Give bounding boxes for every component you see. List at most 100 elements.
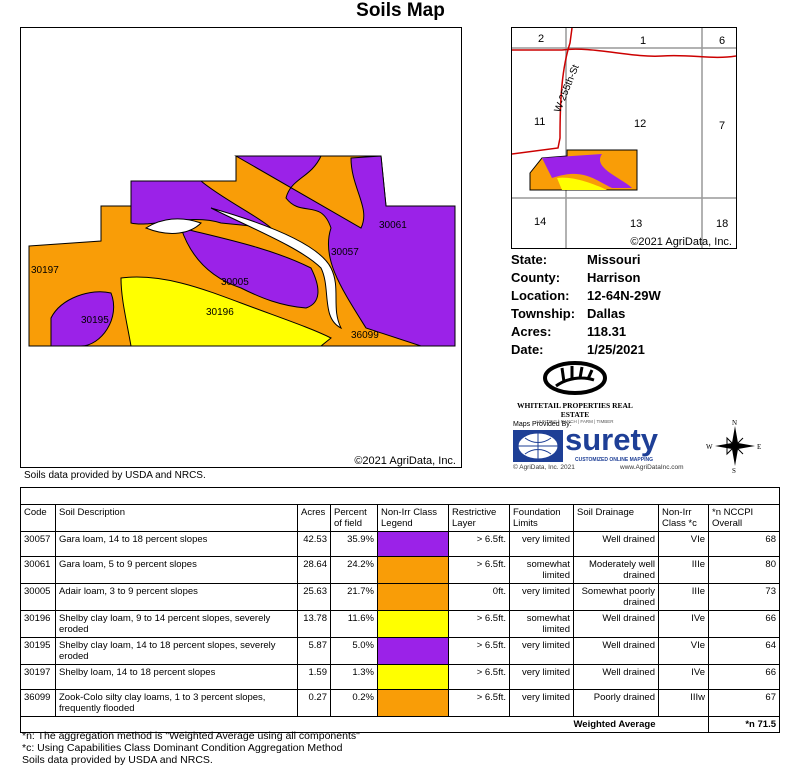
info-value: 1/25/2021 — [587, 342, 645, 357]
col-header: Foundation Limits — [509, 504, 574, 532]
cell-acres: 0.27 — [297, 689, 331, 717]
cell-nccpi: 66 — [708, 610, 780, 638]
road-label: W-255th-St — [553, 63, 582, 114]
cell-code: 30196 — [20, 610, 56, 638]
weighted-average-row: Weighted Average *n 71.5 — [20, 716, 780, 733]
surety-tagline: CUSTOMIZED ONLINE MAPPING — [575, 457, 653, 463]
cell-desc: Gara loam, 5 to 9 percent slopes — [55, 556, 298, 584]
cell-code: 30005 — [20, 583, 56, 611]
cell-found: somewhat limited — [509, 610, 574, 638]
cell-desc: Adair loam, 3 to 9 percent slopes — [55, 583, 298, 611]
cell-desc: Shelby loam, 14 to 18 percent slopes — [55, 664, 298, 690]
table-row: 36099 Zook-Colo silty clay loams, 1 to 3 … — [20, 689, 780, 717]
section-label: 11 — [534, 116, 545, 128]
cell-nccpi: 64 — [708, 637, 780, 665]
cell-nccpi: 66 — [708, 664, 780, 690]
cell-cls: IVe — [658, 610, 709, 638]
location-inset-map[interactable]: 2 1 6 11 12 7 14 13 18 W-255th-St ©2021 … — [511, 27, 737, 249]
cell-desc: Gara loam, 14 to 18 percent slopes — [55, 531, 298, 557]
cell-layer: > 6.5ft. — [448, 637, 510, 665]
cell-acres: 13.78 — [297, 610, 331, 638]
section-label: 6 — [719, 35, 725, 47]
footnote: Soils data provided by USDA and NRCS. — [22, 754, 213, 766]
col-header: Non-Irr Class Legend — [377, 504, 449, 532]
info-label: Location: — [511, 288, 570, 303]
cell-cls: IIIw — [658, 689, 709, 717]
cell-nccpi: 67 — [708, 689, 780, 717]
cell-code: 30195 — [20, 637, 56, 665]
cell-drain: Well drained — [573, 664, 659, 690]
class-legend-swatch — [377, 531, 449, 557]
cell-pct: 11.6% — [330, 610, 378, 638]
class-legend-swatch — [377, 556, 449, 584]
map-label: 30196 — [206, 307, 234, 318]
table-row: 30196 Shelby clay loam, 9 to 14 percent s… — [20, 610, 780, 638]
class-legend-swatch — [377, 664, 449, 690]
cell-drain: Moderately well drained — [573, 556, 659, 584]
surety-name: surety — [565, 422, 659, 457]
cell-code: 30057 — [20, 531, 56, 557]
col-header: Restrictive Layer — [448, 504, 510, 532]
table-row: 30005 Adair loam, 3 to 9 percent slopes 25… — [20, 583, 780, 611]
weighted-average-value: *n 71.5 — [708, 716, 780, 733]
maps-provided-by: Maps Provided By: — [513, 421, 572, 428]
section-label: 13 — [630, 218, 642, 230]
cell-cls: IIIe — [658, 583, 709, 611]
footnote: *c: Using Capabilities Class Dominant Co… — [22, 742, 343, 754]
cell-drain: Somewhat poorly drained — [573, 583, 659, 611]
cell-layer: > 6.5ft. — [448, 610, 510, 638]
class-legend-swatch — [377, 689, 449, 717]
col-header: Acres — [297, 504, 331, 532]
svg-text:W: W — [706, 443, 713, 451]
footnotes: *n: The aggregation method is "Weighted … — [22, 730, 360, 766]
cell-pct: 1.3% — [330, 664, 378, 690]
section-label: 7 — [719, 120, 725, 132]
whitetail-tagline: HUNTING | RANCH | FARM | TIMBER — [536, 419, 614, 424]
cell-acres: 25.63 — [297, 583, 331, 611]
info-value: 118.31 — [587, 324, 627, 339]
cell-acres: 5.87 — [297, 637, 331, 665]
cell-drain: Well drained — [573, 610, 659, 638]
info-label: Township: — [511, 306, 576, 321]
compass-rose: N S E W — [705, 418, 765, 475]
cell-found: very limited — [509, 531, 574, 557]
cell-layer: > 6.5ft. — [448, 531, 510, 557]
cell-layer: > 6.5ft. — [448, 664, 510, 690]
info-label: Date: — [511, 342, 544, 357]
soils-map[interactable]: 30197 30195 30005 30196 30057 30061 3609… — [20, 27, 462, 468]
info-value: Dallas — [587, 306, 626, 321]
cell-layer: 0ft. — [448, 583, 510, 611]
col-header: Percent of field — [330, 504, 378, 532]
cell-found: very limited — [509, 583, 574, 611]
weighted-average-label: Weighted Average — [20, 716, 659, 733]
agridata-credit: © AgriData, Inc. 2021 — [513, 464, 575, 471]
source-note: Soils data provided by USDA and NRCS. — [24, 470, 206, 481]
cell-desc: Zook-Colo silty clay loams, 1 to 3 perce… — [55, 689, 298, 717]
info-value: Harrison — [587, 270, 641, 285]
cell-nccpi: 68 — [708, 531, 780, 557]
cell-pct: 21.7% — [330, 583, 378, 611]
svg-text:E: E — [757, 443, 761, 451]
section-label: 14 — [534, 216, 546, 228]
agridata-website: www.AgriDataInc.com — [620, 464, 684, 471]
map-label: 30061 — [379, 220, 407, 231]
svg-text:S: S — [732, 467, 736, 473]
svg-text:N: N — [732, 419, 737, 427]
cell-nccpi: 80 — [708, 556, 780, 584]
info-value: Missouri — [587, 252, 641, 267]
cell-nccpi: 73 — [708, 583, 780, 611]
whitetail-logo: WHITETAIL PROPERTIES REAL ESTATE HUNTING… — [505, 360, 645, 424]
inset-svg: 2 1 6 11 12 7 14 13 18 W-255th-St ©2021 … — [511, 27, 737, 248]
cell-layer: > 6.5ft. — [448, 556, 510, 584]
cell-cls: IVe — [658, 664, 709, 690]
cell-found: very limited — [509, 689, 574, 717]
cell-found: somewhat limited — [509, 556, 574, 584]
table-row: 30061 Gara loam, 5 to 9 percent slopes 28.… — [20, 556, 780, 584]
compass-icon: N S E W — [706, 419, 761, 475]
cell-acres: 42.53 — [297, 531, 331, 557]
globe-icon — [513, 430, 563, 462]
cell-drain: Poorly drained — [573, 689, 659, 717]
info-label: Acres: — [511, 324, 552, 339]
footnote: *n: The aggregation method is "Weighted … — [22, 730, 360, 742]
antler-icon — [543, 361, 607, 395]
